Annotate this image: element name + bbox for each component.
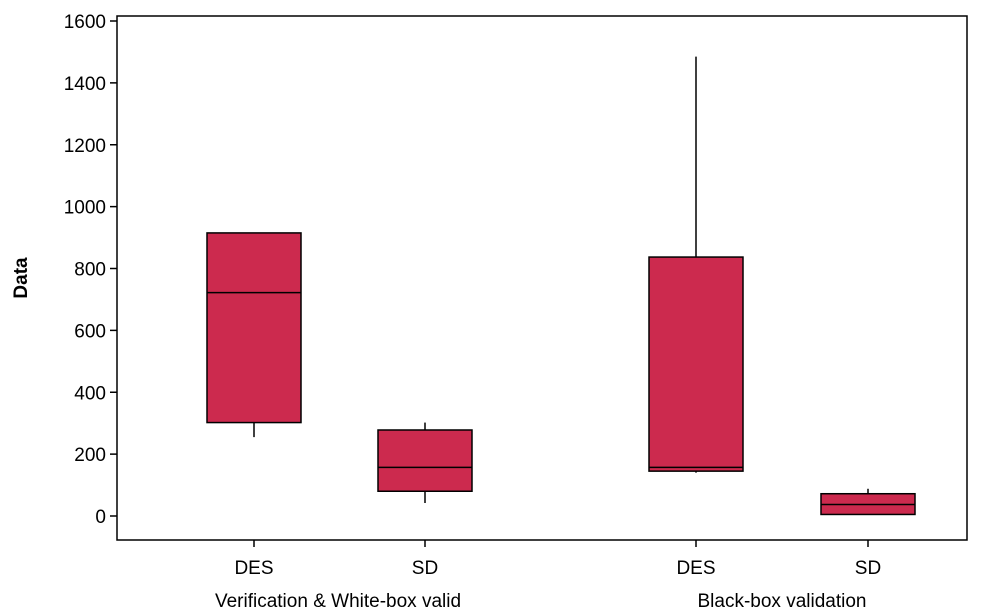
y-tick-label: 0 <box>95 507 106 528</box>
box-iqr <box>648 256 744 472</box>
box-iqr <box>377 429 473 492</box>
plot-frame <box>116 15 968 541</box>
y-tick-label: 1400 <box>64 74 106 95</box>
box-series <box>206 56 916 516</box>
x-group-label: Black-box validation <box>698 591 867 612</box>
y-tick-label: 200 <box>74 445 106 466</box>
y-tick-label: 1600 <box>64 12 106 33</box>
y-axis-title: Data <box>11 257 32 299</box>
x-category-label: SD <box>412 558 438 579</box>
x-category-label: DES <box>234 558 273 579</box>
y-tick-label: 1200 <box>64 136 106 157</box>
box-iqr <box>206 232 302 424</box>
y-axis: 0 200 400 600 800 1000 1200 1400 1600 <box>64 12 117 528</box>
x-category-label: DES <box>676 558 715 579</box>
y-tick-label: 600 <box>74 321 106 342</box>
x-category-label: SD <box>855 558 881 579</box>
y-tick-label: 400 <box>74 383 106 404</box>
x-axis: DES SD Verification & White-box valid DES SD… <box>215 540 881 612</box>
y-tick-label: 800 <box>74 260 106 281</box>
x-group-label: Verification & White-box valid <box>215 591 461 612</box>
y-tick-label: 1000 <box>64 198 106 219</box>
